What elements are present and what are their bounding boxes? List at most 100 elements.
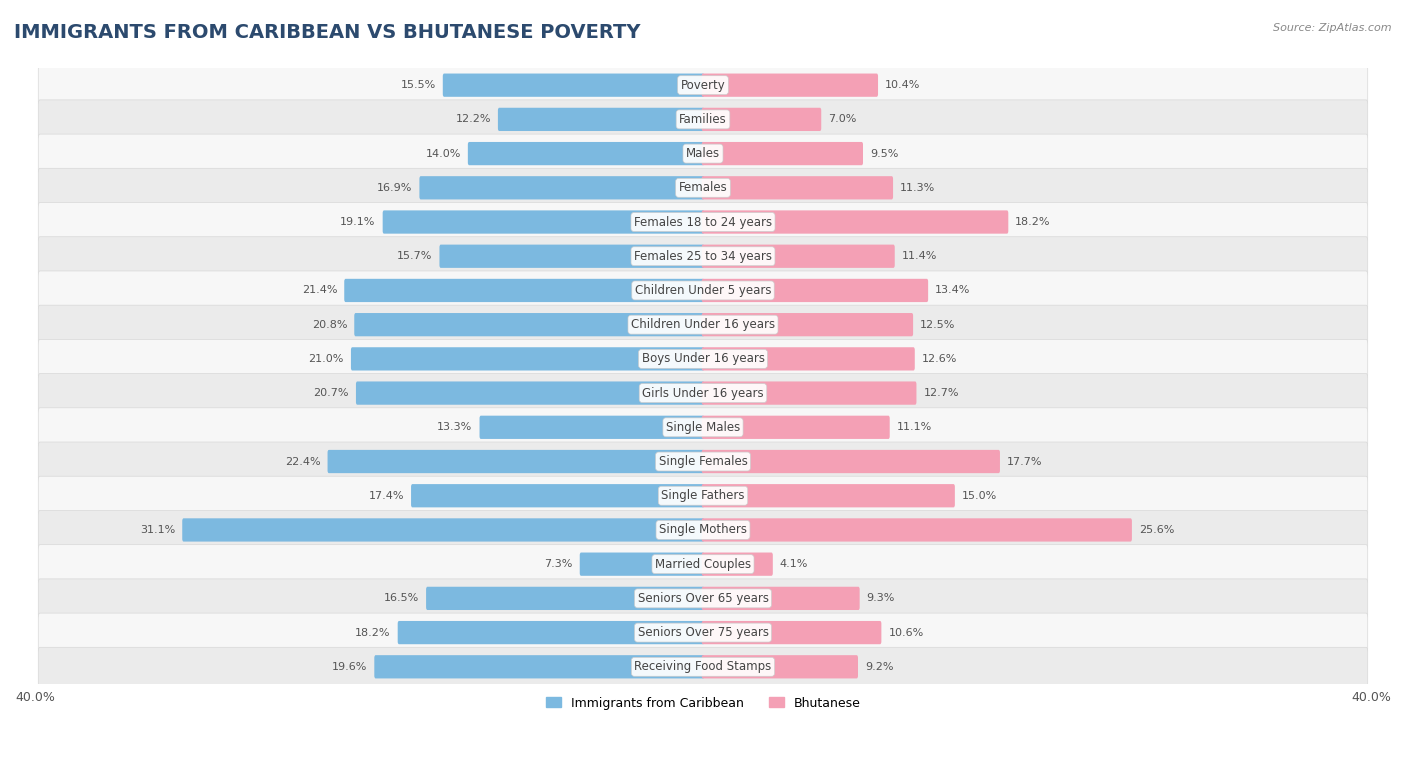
FancyBboxPatch shape (38, 579, 1368, 618)
Text: 9.3%: 9.3% (866, 594, 896, 603)
Text: 11.3%: 11.3% (900, 183, 935, 193)
Text: 7.3%: 7.3% (544, 559, 572, 569)
FancyBboxPatch shape (702, 381, 917, 405)
Text: 4.1%: 4.1% (780, 559, 808, 569)
Text: Boys Under 16 years: Boys Under 16 years (641, 352, 765, 365)
Text: 21.4%: 21.4% (302, 286, 337, 296)
FancyBboxPatch shape (38, 134, 1368, 173)
FancyBboxPatch shape (702, 211, 1008, 233)
Text: 16.5%: 16.5% (384, 594, 419, 603)
Text: 19.6%: 19.6% (332, 662, 367, 672)
FancyBboxPatch shape (38, 100, 1368, 139)
FancyBboxPatch shape (356, 381, 704, 405)
Text: Poverty: Poverty (681, 79, 725, 92)
Text: 21.0%: 21.0% (308, 354, 344, 364)
FancyBboxPatch shape (38, 202, 1368, 242)
FancyBboxPatch shape (38, 510, 1368, 550)
Text: 25.6%: 25.6% (1139, 525, 1174, 535)
Text: 31.1%: 31.1% (141, 525, 176, 535)
Text: Girls Under 16 years: Girls Under 16 years (643, 387, 763, 399)
Text: Families: Families (679, 113, 727, 126)
FancyBboxPatch shape (38, 647, 1368, 686)
FancyBboxPatch shape (374, 655, 704, 678)
Text: 11.1%: 11.1% (897, 422, 932, 432)
FancyBboxPatch shape (702, 415, 890, 439)
Text: 20.8%: 20.8% (312, 320, 347, 330)
FancyBboxPatch shape (38, 168, 1368, 207)
FancyBboxPatch shape (702, 518, 1132, 541)
FancyBboxPatch shape (498, 108, 704, 131)
FancyBboxPatch shape (702, 587, 859, 610)
Text: Children Under 16 years: Children Under 16 years (631, 318, 775, 331)
FancyBboxPatch shape (702, 313, 912, 337)
Text: 9.2%: 9.2% (865, 662, 893, 672)
Text: 13.3%: 13.3% (437, 422, 472, 432)
Text: Children Under 5 years: Children Under 5 years (634, 284, 772, 297)
FancyBboxPatch shape (479, 415, 704, 439)
Text: 10.6%: 10.6% (889, 628, 924, 637)
FancyBboxPatch shape (702, 484, 955, 507)
Text: 18.2%: 18.2% (1015, 217, 1050, 227)
Text: Single Fathers: Single Fathers (661, 489, 745, 503)
Text: Married Couples: Married Couples (655, 558, 751, 571)
Text: Males: Males (686, 147, 720, 160)
FancyBboxPatch shape (702, 245, 894, 268)
FancyBboxPatch shape (702, 279, 928, 302)
FancyBboxPatch shape (702, 655, 858, 678)
FancyBboxPatch shape (38, 613, 1368, 652)
Text: 12.2%: 12.2% (456, 114, 491, 124)
FancyBboxPatch shape (38, 408, 1368, 446)
Text: 9.5%: 9.5% (870, 149, 898, 158)
Text: 15.5%: 15.5% (401, 80, 436, 90)
Text: 14.0%: 14.0% (426, 149, 461, 158)
FancyBboxPatch shape (702, 74, 877, 97)
FancyBboxPatch shape (702, 176, 893, 199)
FancyBboxPatch shape (579, 553, 704, 576)
FancyBboxPatch shape (352, 347, 704, 371)
Text: Females 18 to 24 years: Females 18 to 24 years (634, 215, 772, 228)
FancyBboxPatch shape (38, 340, 1368, 378)
Text: 18.2%: 18.2% (356, 628, 391, 637)
Text: 15.7%: 15.7% (396, 251, 433, 262)
Text: IMMIGRANTS FROM CARIBBEAN VS BHUTANESE POVERTY: IMMIGRANTS FROM CARIBBEAN VS BHUTANESE P… (14, 23, 641, 42)
Text: 7.0%: 7.0% (828, 114, 856, 124)
Text: Single Males: Single Males (666, 421, 740, 434)
Text: Seniors Over 65 years: Seniors Over 65 years (637, 592, 769, 605)
FancyBboxPatch shape (702, 621, 882, 644)
FancyBboxPatch shape (702, 347, 915, 371)
Text: 12.6%: 12.6% (922, 354, 957, 364)
FancyBboxPatch shape (38, 374, 1368, 412)
FancyBboxPatch shape (344, 279, 704, 302)
FancyBboxPatch shape (38, 442, 1368, 481)
FancyBboxPatch shape (702, 108, 821, 131)
Text: Seniors Over 75 years: Seniors Over 75 years (637, 626, 769, 639)
Text: 17.4%: 17.4% (368, 490, 404, 501)
FancyBboxPatch shape (468, 142, 704, 165)
FancyBboxPatch shape (702, 450, 1000, 473)
FancyBboxPatch shape (38, 476, 1368, 515)
Text: 15.0%: 15.0% (962, 490, 997, 501)
Text: Receiving Food Stamps: Receiving Food Stamps (634, 660, 772, 673)
FancyBboxPatch shape (419, 176, 704, 199)
FancyBboxPatch shape (38, 236, 1368, 276)
Text: 16.9%: 16.9% (377, 183, 412, 193)
Text: Source: ZipAtlas.com: Source: ZipAtlas.com (1274, 23, 1392, 33)
Text: Single Females: Single Females (658, 455, 748, 468)
Text: Single Mothers: Single Mothers (659, 524, 747, 537)
FancyBboxPatch shape (38, 545, 1368, 584)
FancyBboxPatch shape (398, 621, 704, 644)
FancyBboxPatch shape (702, 142, 863, 165)
FancyBboxPatch shape (411, 484, 704, 507)
FancyBboxPatch shape (426, 587, 704, 610)
Text: 12.5%: 12.5% (920, 320, 956, 330)
Text: 10.4%: 10.4% (884, 80, 921, 90)
Text: 20.7%: 20.7% (314, 388, 349, 398)
Legend: Immigrants from Caribbean, Bhutanese: Immigrants from Caribbean, Bhutanese (541, 691, 865, 715)
FancyBboxPatch shape (328, 450, 704, 473)
FancyBboxPatch shape (38, 66, 1368, 105)
Text: Females: Females (679, 181, 727, 194)
Text: 22.4%: 22.4% (285, 456, 321, 466)
FancyBboxPatch shape (702, 553, 773, 576)
Text: 19.1%: 19.1% (340, 217, 375, 227)
Text: 13.4%: 13.4% (935, 286, 970, 296)
